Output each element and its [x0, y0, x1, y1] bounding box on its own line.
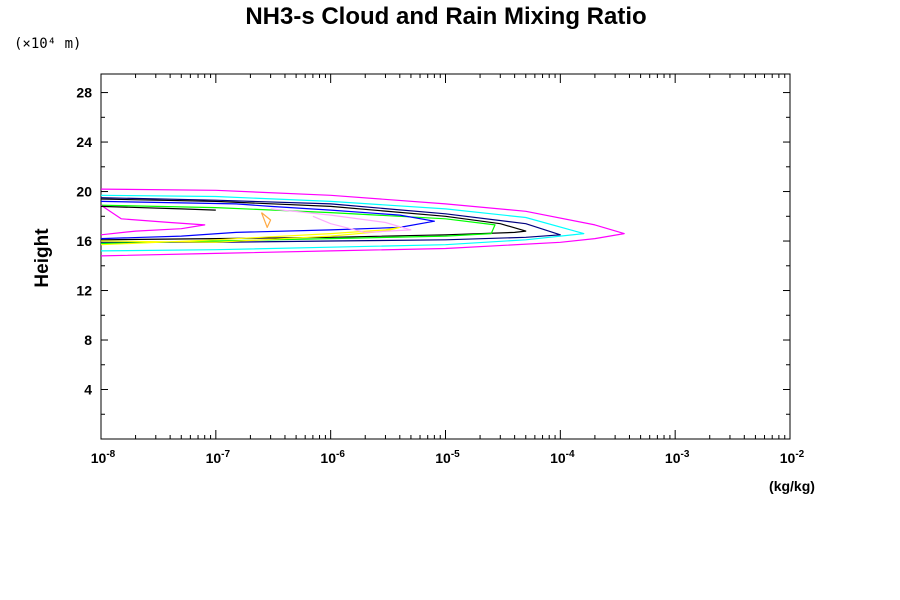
contour-line-8	[260, 212, 272, 228]
y-tick-label: 8	[84, 332, 92, 348]
x-tick-label: 10-7	[206, 449, 231, 466]
plot-frame	[100, 73, 791, 440]
y-unit-note: (×10⁴ m)	[14, 36, 81, 52]
x-tick-label: 10-3	[665, 449, 690, 466]
y-tick-label: 4	[84, 382, 92, 398]
x-tick-label: 10-8	[91, 449, 116, 466]
contour-line-9	[270, 208, 412, 233]
chart-title: NH3-s Cloud and Rain Mixing Ratio	[245, 3, 646, 30]
contour-line-11	[100, 205, 216, 211]
contour-line-6	[100, 200, 435, 240]
contour-line-7	[100, 226, 401, 246]
y-tick-label: 24	[76, 134, 92, 150]
x-tick-label: 10-6	[320, 449, 345, 466]
y-tick-label: 28	[76, 85, 92, 101]
contour-line-10	[100, 204, 206, 236]
y-axis-label: Height	[32, 228, 53, 288]
x-unit-label: (kg/kg)	[769, 478, 815, 494]
series-layer	[100, 188, 625, 257]
ticks-layer: 4 8 12 16 20 24 28 10-8 10-7 10-6 10-5 10-4 10-3 10-2	[76, 74, 805, 466]
y-tick-label: 16	[76, 233, 92, 249]
x-tick-label: 10-5	[435, 449, 460, 466]
contour-line-1	[100, 188, 625, 257]
contour-line-3	[100, 197, 561, 243]
x-tick-label: 10-2	[780, 449, 805, 466]
y-tick-label: 12	[76, 283, 92, 299]
x-tick-label: 10-4	[550, 449, 575, 466]
y-tick-label: 20	[76, 184, 92, 200]
contour-line-5	[100, 204, 496, 245]
contour-line-2	[100, 194, 585, 252]
